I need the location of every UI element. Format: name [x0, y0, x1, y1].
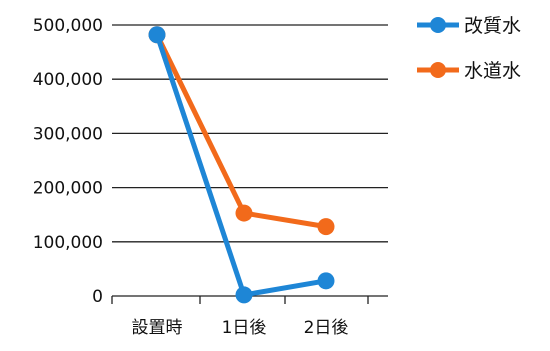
- legend-swatch-marker: [430, 17, 446, 33]
- x-tick-label: 1日後: [222, 318, 267, 338]
- series-tap-water: [148, 26, 335, 236]
- legend-label: 改質水: [464, 15, 521, 37]
- data-point: [317, 218, 335, 236]
- x-tick-label: 設置時: [132, 318, 183, 338]
- y-tick-label: 0: [92, 287, 103, 307]
- gridlines: [112, 24, 388, 297]
- y-tick-label: 400,000: [33, 70, 103, 90]
- x-tick-label: 2日後: [304, 318, 349, 338]
- y-axis-tick-labels: 0 100,000 200,000 300,000 400,000 500,000: [33, 16, 103, 307]
- data-point: [235, 204, 253, 222]
- y-tick-label: 200,000: [33, 179, 103, 199]
- series-line: [154, 33, 327, 298]
- data-point: [148, 26, 166, 44]
- data-point: [317, 272, 335, 290]
- y-tick-label: 300,000: [33, 124, 103, 144]
- x-axis-tick-labels: 設置時 1日後 2日後: [132, 318, 349, 338]
- x-axis: [111, 296, 369, 304]
- legend-label: 水道水: [464, 60, 521, 82]
- legend-swatch-marker: [430, 62, 446, 78]
- data-point: [235, 286, 253, 304]
- series-improved-water: [148, 26, 335, 304]
- y-tick-label: 100,000: [33, 233, 103, 253]
- series-group: [148, 26, 335, 304]
- legend-item: 水道水: [417, 60, 521, 82]
- series-line: [154, 33, 327, 230]
- legend-item: 改質水: [417, 15, 521, 37]
- y-tick-label: 500,000: [33, 16, 103, 36]
